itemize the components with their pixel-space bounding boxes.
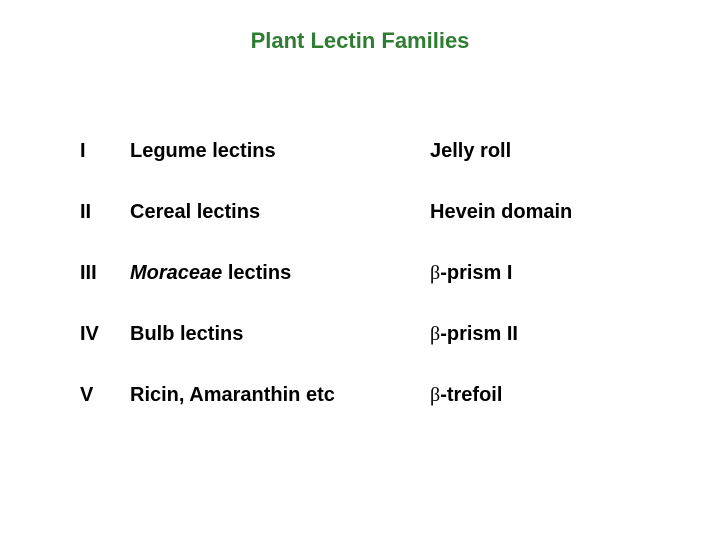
row-fold-text: Hevein domain	[430, 201, 572, 223]
row-fold: β-trefoil	[430, 384, 640, 407]
row-numeral: III	[80, 262, 130, 285]
row-name-post: Ricin, Amaranthin etc	[130, 384, 335, 406]
slide: Plant Lectin Families ILegume lectins Jel…	[0, 0, 720, 540]
table-row: IIIMoraceae lectinsβ-prism I	[80, 262, 640, 285]
table-row: VRicin, Amaranthin etc β-trefoil	[80, 384, 640, 407]
row-name-post: lectins	[222, 262, 291, 284]
row-name-italic: Moraceae	[130, 262, 222, 284]
row-fold-text: -prism II	[440, 323, 518, 345]
row-numeral: II	[80, 201, 130, 224]
row-fold-text: Jelly roll	[430, 140, 511, 162]
beta-symbol: β	[430, 323, 440, 345]
table-row: IICereal lectins Hevein domain	[80, 201, 640, 224]
beta-symbol: β	[430, 262, 440, 284]
row-fold-text: -prism I	[440, 262, 512, 284]
row-numeral: IV	[80, 323, 130, 346]
page-title: Plant Lectin Families	[0, 28, 720, 54]
row-name: Moraceae lectins	[130, 262, 430, 285]
beta-symbol: β	[430, 384, 440, 406]
row-numeral: I	[80, 140, 130, 163]
row-fold: β-prism I	[430, 262, 640, 285]
row-numeral: V	[80, 384, 130, 407]
row-fold-text: -trefoil	[440, 384, 502, 406]
row-name: Legume lectins	[130, 140, 430, 163]
table-row: ILegume lectins Jelly roll	[80, 140, 640, 163]
table-row: IVBulb lectins β-prism II	[80, 323, 640, 346]
row-name: Cereal lectins	[130, 201, 430, 224]
row-fold: Hevein domain	[430, 201, 640, 224]
row-fold: Jelly roll	[430, 140, 640, 163]
row-name-post: Bulb lectins	[130, 323, 243, 345]
row-fold: β-prism II	[430, 323, 640, 346]
row-name: Ricin, Amaranthin etc	[130, 384, 430, 407]
lectin-table: ILegume lectins Jelly roll IICereal lectin…	[80, 140, 640, 445]
row-name: Bulb lectins	[130, 323, 430, 346]
row-name-post: Legume lectins	[130, 140, 276, 162]
row-name-post: Cereal lectins	[130, 201, 260, 223]
